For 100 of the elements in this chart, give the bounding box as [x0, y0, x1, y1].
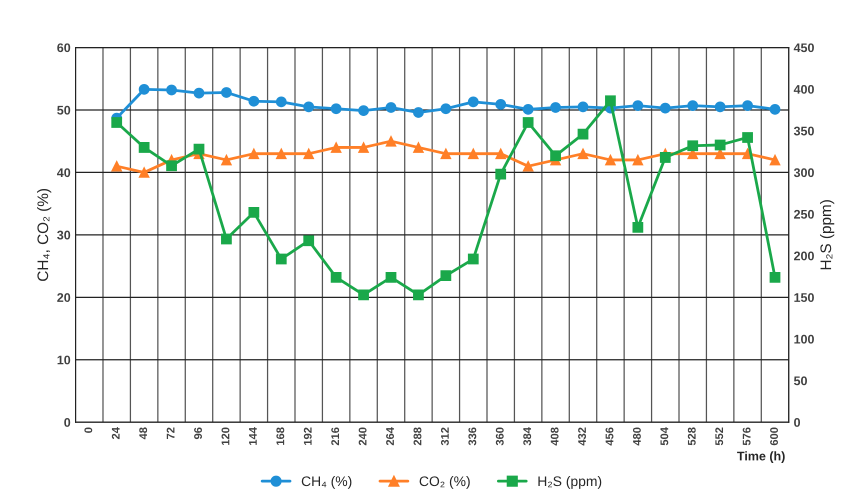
point — [330, 142, 342, 153]
point — [221, 154, 232, 166]
point — [413, 289, 424, 300]
point — [111, 117, 122, 128]
point — [138, 167, 150, 178]
x-tick-label: 576 — [742, 427, 751, 446]
point — [221, 87, 232, 98]
x-tick-label: 432 — [578, 428, 586, 446]
point — [138, 84, 150, 95]
x-tick-label: 288 — [414, 427, 422, 446]
point — [330, 272, 342, 283]
x-tick-label: 456 — [606, 427, 614, 446]
point — [248, 96, 260, 107]
point — [358, 105, 369, 116]
x-tick-label: 336 — [468, 427, 476, 446]
y2-tick-label: 0 — [794, 418, 800, 427]
point — [440, 148, 452, 160]
legend-label: CH₄ (%) — [302, 476, 352, 489]
point — [166, 160, 177, 172]
point — [632, 222, 644, 233]
x-tick-label: 48 — [139, 427, 148, 440]
point — [468, 148, 479, 160]
y-tick-label: 30 — [57, 230, 70, 240]
point — [687, 100, 698, 111]
x-tick-label: 360 — [496, 428, 504, 446]
point — [276, 254, 287, 264]
point — [742, 100, 753, 111]
point — [440, 103, 452, 114]
x-tick-label: 600 — [770, 428, 778, 446]
x-tick-label: 24 — [112, 427, 120, 440]
point — [468, 254, 479, 264]
legend-label: H₂S (ppm) — [538, 476, 602, 489]
point — [276, 96, 287, 108]
x-tick-label: 264 — [386, 427, 394, 446]
x-tick-label: 72 — [166, 428, 174, 439]
point — [660, 102, 671, 114]
y2-tick-label: 300 — [794, 168, 814, 178]
point — [770, 154, 780, 166]
y2-tick-label: 350 — [794, 126, 814, 136]
y2-tick-label: 450 — [794, 43, 814, 52]
point — [468, 96, 479, 108]
y-tick-label: 10 — [58, 356, 70, 364]
point — [111, 160, 122, 172]
y-tick-label: 40 — [56, 168, 70, 178]
x-tick-label: 312 — [440, 428, 449, 446]
point — [413, 107, 424, 118]
point — [495, 168, 506, 180]
point — [605, 154, 616, 166]
x-axis-title: Time (h) — [737, 451, 785, 463]
point — [330, 103, 342, 114]
x-tick-label: 552 — [715, 428, 724, 446]
x-tick-label: 384 — [523, 427, 532, 446]
y-axis-title: CH₄, CO₂ (%) — [37, 189, 52, 281]
point — [770, 104, 780, 115]
point — [386, 136, 396, 147]
y-tick-label: 50 — [57, 106, 70, 115]
point — [248, 148, 260, 160]
point — [386, 102, 396, 113]
point — [303, 101, 314, 112]
point — [687, 140, 698, 152]
y2-tick-label: 200 — [794, 251, 814, 260]
y-tick-label: 20 — [57, 293, 70, 302]
point — [495, 98, 506, 110]
point — [770, 272, 780, 283]
x-tick-label: 120 — [222, 428, 230, 445]
point — [522, 160, 534, 172]
legend-label: CO₂ (%) — [420, 476, 470, 489]
x-tick-label: 480 — [632, 428, 641, 446]
point — [303, 148, 314, 160]
point — [303, 235, 314, 246]
point — [578, 148, 588, 160]
y2-tick-label: 400 — [794, 84, 814, 94]
x-tick-label: 216 — [331, 427, 340, 446]
point — [578, 128, 588, 140]
point — [522, 117, 534, 128]
point — [605, 95, 616, 106]
x-tick-label: 192 — [304, 428, 312, 445]
x-tick-label: 144 — [249, 427, 257, 445]
point — [358, 289, 369, 300]
y2-tick-label: 50 — [794, 376, 807, 386]
point — [166, 84, 177, 96]
point — [522, 104, 534, 115]
x-tick-label: 504 — [660, 427, 668, 446]
point — [632, 100, 644, 111]
point — [413, 142, 424, 153]
point — [194, 144, 204, 154]
point — [276, 148, 287, 160]
point — [358, 142, 369, 153]
point — [495, 148, 506, 160]
point — [714, 101, 726, 112]
point — [440, 270, 452, 282]
x-tick-label: 0 — [84, 428, 92, 433]
y-tick-label: 0 — [64, 418, 70, 427]
y2-tick-label: 150 — [794, 293, 814, 302]
point — [742, 132, 753, 143]
y2-tick-label: 100 — [794, 334, 814, 344]
point — [660, 152, 671, 163]
y2-tick-label: 250 — [794, 210, 814, 219]
point — [550, 102, 561, 113]
y-tick-label: 60 — [57, 43, 70, 52]
